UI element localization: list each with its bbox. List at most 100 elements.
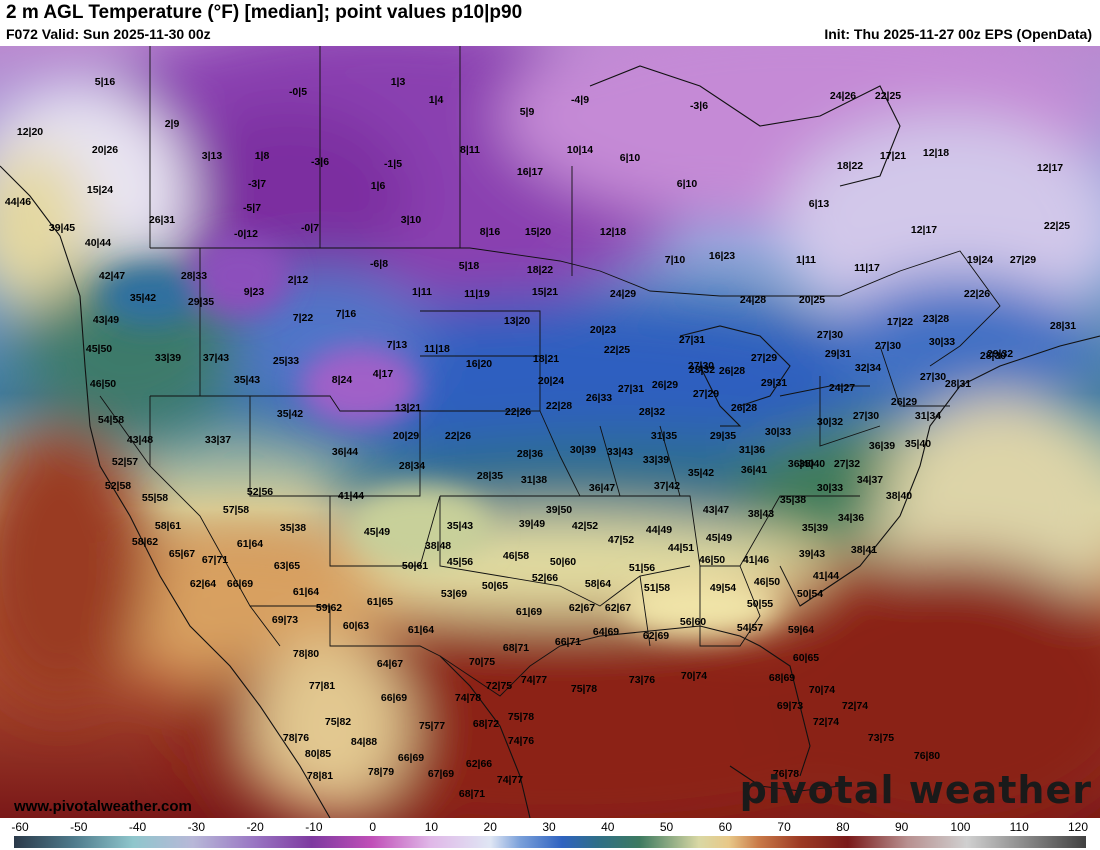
point-value-label: 1|8: [254, 150, 270, 162]
point-value-label: 20|25: [798, 294, 826, 306]
colorbar-tick-label: -20: [246, 820, 264, 834]
point-value-label: 75|77: [418, 720, 446, 732]
point-value-label: 17|21: [879, 150, 907, 162]
point-value-label: 10|14: [566, 144, 594, 156]
point-value-label: 26|28: [718, 365, 746, 377]
colorbar-tick-label: 100: [950, 820, 971, 834]
point-value-label: 26|31: [148, 214, 176, 226]
point-value-label: 42|52: [571, 520, 599, 532]
point-value-label: 28|32: [638, 406, 666, 418]
point-value-label: 36|47: [588, 482, 616, 494]
map-header: 2 m AGL Temperature (°F) [median]; point…: [0, 0, 1100, 46]
point-value-label: 22|25: [603, 344, 631, 356]
point-value-label: 78|81: [306, 770, 334, 782]
point-value-label: 55|58: [141, 492, 169, 504]
colorbar-tick-label: 110: [1009, 820, 1029, 834]
point-value-label: 61|64: [407, 624, 435, 636]
website-url[interactable]: www.pivotalweather.com: [14, 798, 192, 815]
point-value-label: 59|64: [787, 624, 815, 636]
point-value-label: 7|13: [386, 339, 408, 351]
point-value-label: 18|22: [836, 160, 864, 172]
point-value-label: 33|39: [642, 454, 670, 466]
point-value-label: -5|7: [242, 202, 262, 214]
point-value-label: 26|33: [585, 392, 613, 404]
point-value-label: 9|23: [243, 286, 265, 298]
init-time: Init: Thu 2025-11-27 00z EPS (OpenData): [824, 26, 1092, 42]
point-value-label: 78|76: [282, 732, 310, 744]
point-value-label: -0|5: [288, 86, 308, 98]
point-value-label: 5|9: [519, 106, 535, 118]
point-value-label: 27|31: [678, 334, 706, 346]
point-value-label: 54|58: [97, 414, 125, 426]
point-value-label: 27|30: [852, 410, 880, 422]
point-value-label: 52|56: [246, 486, 274, 498]
point-value-label: 62|64: [189, 578, 217, 590]
point-value-label: 6|13: [808, 198, 830, 210]
colorbar-tick-label: 10: [424, 820, 439, 834]
point-value-label: 31|38: [520, 474, 548, 486]
point-value-label: 38|41: [850, 544, 878, 556]
point-value-label: 70|75: [468, 656, 496, 668]
point-value-label: 24|29: [609, 288, 637, 300]
point-value-label: 78|80: [292, 648, 320, 660]
point-value-label: 60|65: [792, 652, 820, 664]
point-value-label: 74|77: [496, 774, 524, 786]
point-value-label: 50|65: [481, 580, 509, 592]
point-value-label: 22|25: [874, 90, 902, 102]
temperature-map: 5|16 2|9 12|20 20|26 3|13 1|8 -0|5 1|3 1|4 5|9 -4|…: [0, 46, 1100, 818]
colorbar-tick-label: -40: [128, 820, 147, 834]
point-value-label: 28|35: [476, 470, 504, 482]
point-value-label: 12|17: [1036, 162, 1064, 174]
point-value-label: 11|18: [424, 343, 450, 355]
point-value-label: 8|16: [479, 226, 501, 238]
point-value-label: 5|18: [458, 260, 480, 272]
point-value-label: 75|78: [507, 711, 535, 723]
point-value-label: 28|33: [180, 270, 208, 282]
point-value-label: 63|65: [273, 560, 301, 572]
state-borders: [99, 46, 1001, 697]
point-value-label: 33|39: [154, 352, 182, 364]
point-value-label: 24|26: [829, 90, 857, 102]
point-value-label: 15|21: [531, 286, 559, 298]
point-value-label: 24|28: [739, 294, 767, 306]
point-value-label: 24|27: [828, 382, 856, 394]
point-value-label: 26|29: [651, 379, 679, 391]
coastlines: [0, 65, 1100, 818]
valid-time: F072 Valid: Sun 2025-11-30 00z: [6, 26, 211, 42]
point-value-label: 38|40: [885, 490, 913, 502]
point-value-label: 12|17: [910, 224, 938, 236]
point-value-label: 59|62: [315, 602, 343, 614]
point-value-label: 57|58: [222, 504, 250, 516]
point-value-label: 20|23: [589, 324, 617, 336]
colorbar-tick-label: 90: [894, 820, 909, 834]
point-value-label: -6|8: [369, 258, 389, 270]
point-value-label: 60|63: [342, 620, 370, 632]
point-value-label: 22|26: [444, 430, 472, 442]
point-value-label: 62|67: [604, 602, 632, 614]
point-value-label: 39|50: [545, 504, 573, 516]
point-value-label: 30|39: [569, 444, 597, 456]
point-value-label: 18|21: [532, 353, 560, 365]
point-value-label: 7|16: [335, 308, 357, 320]
point-value-label: 32|34: [854, 362, 882, 374]
point-value-label: 5|16: [94, 76, 116, 88]
colorbar: [14, 836, 1086, 848]
point-value-label: 27|32: [833, 458, 861, 470]
colorbar-tick-label: -50: [70, 820, 88, 834]
point-value-label: 72|75: [485, 680, 513, 692]
point-value-label: 27|29: [692, 388, 720, 400]
point-value-label: 50|61: [401, 560, 429, 572]
point-value-label: 58|62: [131, 536, 159, 548]
point-value-label: 12|18: [922, 147, 950, 159]
colorbar-tick-label: 30: [542, 820, 556, 834]
point-value-label: 47|52: [607, 534, 635, 546]
point-value-label: 12|20: [16, 126, 44, 138]
point-value-label: 72|74: [812, 716, 840, 728]
point-value-label: 22|28: [545, 400, 573, 412]
point-value-label: 68|69: [768, 672, 796, 684]
point-value-label: 26|28: [730, 402, 758, 414]
point-value-label: 8|24: [331, 374, 353, 386]
point-value-label: 37|42: [653, 480, 681, 492]
point-value-label: 7|22: [292, 312, 314, 324]
point-value-label: 27|30: [816, 329, 844, 341]
